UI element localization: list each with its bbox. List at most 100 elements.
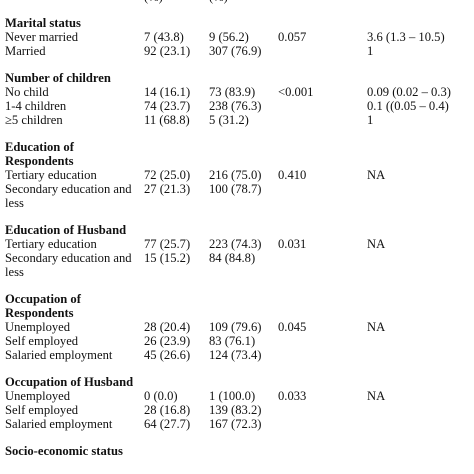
cell-odds-ratio: NA (367, 168, 386, 182)
cell-odds-ratio: NA (367, 389, 386, 403)
table-row: Never married 7 (43.8) 9 (56.2) 0.057 3.6 (1… (0, 30, 474, 45)
row-label: Married (5, 44, 46, 58)
cell-col3: 139 (83.2) (209, 403, 262, 417)
table-row: Salaried employment 64 (27.7) 167 (72.3) (0, 417, 474, 432)
table-row: ≥5 children 11 (68.8) 5 (31.2) 1 (0, 113, 474, 128)
clipped-header-c3: (%) (209, 0, 228, 5)
cell-col2: 0 (0.0) (144, 389, 178, 403)
cell-p-value: 0.057 (278, 30, 307, 44)
row-label: Unemployed (5, 320, 71, 334)
cell-p-value: 0.410 (278, 168, 307, 182)
row-label: Salaried employment (5, 348, 113, 362)
table-row: Tertiary education 77 (25.7) 223 (74.3) 0.0… (0, 237, 474, 252)
section-heading-row: Respondents (0, 154, 474, 169)
cell-odds-ratio: 1 (367, 113, 374, 127)
row-label: Self employed (5, 334, 79, 348)
section-heading-row: Number of children (0, 71, 474, 86)
cell-odds-ratio: 0.09 (0.02 – 0.3) (367, 85, 451, 99)
row-label: less (5, 265, 24, 279)
cell-col3: 109 (79.6) (209, 320, 262, 334)
cell-col3: 307 (76.9) (209, 44, 262, 58)
cell-col3: 9 (56.2) (209, 30, 249, 44)
cell-col2: 72 (25.0) (144, 168, 191, 182)
table-row: less (0, 196, 474, 211)
section-heading-row: Education of (0, 140, 474, 155)
row-label: less (5, 196, 24, 210)
section-heading-row: Marital status (0, 16, 474, 31)
section-heading-row: Respondents (0, 306, 474, 321)
row-label: 1-4 children (5, 99, 67, 113)
cell-col3: 84 (84.8) (209, 251, 256, 265)
cell-col2: 92 (23.1) (144, 44, 191, 58)
clipped-header-c2: (%) (144, 0, 163, 5)
row-label: Tertiary education (5, 168, 97, 182)
cell-col2: 64 (27.7) (144, 417, 191, 431)
cell-odds-ratio: NA (367, 237, 386, 251)
section-heading: Education of Husband (5, 223, 127, 237)
row-label: Secondary education and (5, 182, 132, 196)
table-row: Self employed 28 (16.8) 139 (83.2) (0, 403, 474, 418)
clipped-header-row: (%) (%) (0, 0, 474, 14)
cell-col3: 1 (100.0) (209, 389, 256, 403)
cell-col2: 26 (23.9) (144, 334, 191, 348)
row-label: Secondary education and (5, 251, 132, 265)
section-heading: Socio-economic status (5, 444, 123, 458)
section-heading: Education of (5, 140, 74, 154)
cell-col2: 28 (20.4) (144, 320, 191, 334)
section-heading: Respondents (5, 306, 74, 320)
table-row: less (0, 265, 474, 280)
cell-col3: 5 (31.2) (209, 113, 249, 127)
section-heading: Occupation of (5, 292, 81, 306)
cell-p-value: 0.045 (278, 320, 307, 334)
cell-col2: 28 (16.8) (144, 403, 191, 417)
table-row: No child 14 (16.1) 73 (83.9) <0.001 0.09 (0.… (0, 85, 474, 100)
cell-odds-ratio: NA (367, 320, 386, 334)
row-label: ≥5 children (5, 113, 63, 127)
row-label: Self employed (5, 403, 79, 417)
section-heading: Marital status (5, 16, 81, 30)
section-heading-row: Occupation of Husband (0, 375, 474, 390)
cell-col3: 124 (73.4) (209, 348, 262, 362)
cell-p-value: <0.001 (278, 85, 314, 99)
cell-col2: 77 (25.7) (144, 237, 191, 251)
cell-col2: 15 (15.2) (144, 251, 191, 265)
cell-col2: 45 (26.6) (144, 348, 191, 362)
cell-col3: 216 (75.0) (209, 168, 262, 182)
cell-col3: 167 (72.3) (209, 417, 262, 431)
table-row: Self employed 26 (23.9) 83 (76.1) (0, 334, 474, 349)
table-row: 1-4 children 74 (23.7) 238 (76.3) 0.1 ((0.0… (0, 99, 474, 114)
section-heading: Respondents (5, 154, 74, 168)
table-row: Unemployed 0 (0.0) 1 (100.0) 0.033 NA (0, 389, 474, 404)
cell-col2: 7 (43.8) (144, 30, 184, 44)
cell-col3: 83 (76.1) (209, 334, 256, 348)
section-heading-row: Occupation of (0, 292, 474, 307)
cell-odds-ratio: 3.6 (1.3 – 10.5) (367, 30, 445, 44)
cell-odds-ratio: 1 (367, 44, 374, 58)
row-label: Salaried employment (5, 417, 113, 431)
cell-col3: 238 (76.3) (209, 99, 262, 113)
table-row: Salaried employment 45 (26.6) 124 (73.4) (0, 348, 474, 363)
section-heading-row: Socio-economic status (0, 444, 474, 459)
table-row: Secondary education and 27 (21.3) 100 (78.… (0, 182, 474, 197)
row-label: No child (5, 85, 49, 99)
cell-col3: 100 (78.7) (209, 182, 262, 196)
cell-col2: 74 (23.7) (144, 99, 191, 113)
row-label: Unemployed (5, 389, 71, 403)
cell-odds-ratio: 0.1 ((0.05 – 0.4) (367, 99, 449, 113)
cell-col2: 27 (21.3) (144, 182, 191, 196)
table-row: Tertiary education 72 (25.0) 216 (75.0) 0.4… (0, 168, 474, 183)
cell-p-value: 0.031 (278, 237, 307, 251)
section-heading-row: Education of Husband (0, 223, 474, 238)
row-label: Never married (5, 30, 79, 44)
table-row: Married 92 (23.1) 307 (76.9) 1 (0, 44, 474, 59)
section-heading: Number of children (5, 71, 111, 85)
table-row: Unemployed 28 (20.4) 109 (79.6) 0.045 NA (0, 320, 474, 335)
row-label: Tertiary education (5, 237, 97, 251)
cell-col3: 73 (83.9) (209, 85, 256, 99)
cell-col3: 223 (74.3) (209, 237, 262, 251)
cell-p-value: 0.033 (278, 389, 307, 403)
cell-col2: 11 (68.8) (144, 113, 190, 127)
section-heading: Occupation of Husband (5, 375, 134, 389)
cell-col2: 14 (16.1) (144, 85, 191, 99)
